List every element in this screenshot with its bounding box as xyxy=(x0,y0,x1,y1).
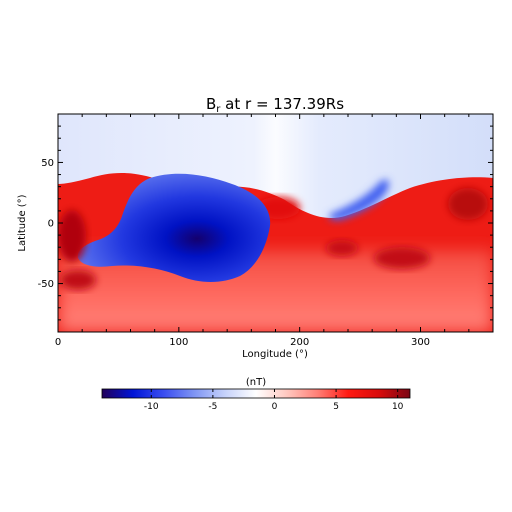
colorbar-label: (nT) xyxy=(246,377,266,388)
chart-title: Br at r = 137.39Rs xyxy=(206,95,344,115)
y-axis-label: Latitude (°) xyxy=(17,194,28,251)
y-axis: -50 0 50 xyxy=(38,125,493,321)
y-tick-label: 50 xyxy=(41,158,54,169)
colorbar-tick-label: 5 xyxy=(333,402,339,412)
dark-red-vortex-south xyxy=(60,270,96,290)
y-tick-label: -50 xyxy=(38,279,54,290)
x-tick-label: 300 xyxy=(411,337,430,348)
dark-red-vortex-west xyxy=(58,210,86,262)
dark-red-vortex-center xyxy=(326,240,358,256)
second-negative-patch xyxy=(329,179,389,221)
colorbar-tick-label: 0 xyxy=(272,402,278,412)
colorbar xyxy=(101,388,411,399)
colorbar-tick-label: 10 xyxy=(392,402,404,412)
x-tick-label: 200 xyxy=(290,337,309,348)
heatmap-field xyxy=(58,114,493,332)
dark-red-vortex-mid xyxy=(374,247,430,269)
main-negative-lobe xyxy=(77,173,271,282)
x-tick-label: 100 xyxy=(169,337,188,348)
dark-red-vortex-east xyxy=(448,188,488,220)
colorbar-tick-label: -5 xyxy=(208,402,217,412)
y-tick-label: 0 xyxy=(48,219,54,230)
colorbar-tick-label: -10 xyxy=(144,402,159,412)
title-main: B xyxy=(206,95,216,113)
x-axis: 0 100 200 300 xyxy=(55,114,494,348)
x-tick-label: 0 xyxy=(55,337,61,348)
colorbar-ticks: -10 -5 0 5 10 xyxy=(144,389,404,412)
x-axis-label: Longitude (°) xyxy=(242,349,308,360)
title-subscript: r xyxy=(216,104,221,115)
title-rest: at r = 137.39Rs xyxy=(220,95,344,113)
